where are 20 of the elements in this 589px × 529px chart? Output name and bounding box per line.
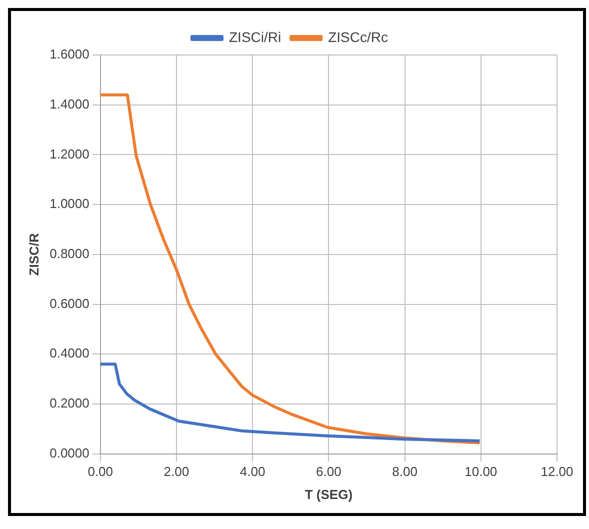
y-tick-label: 0.2000 <box>50 396 90 411</box>
x-tick-label: 6.00 <box>316 464 342 480</box>
y-tick-label: 0.4000 <box>50 346 90 361</box>
x-tick-label: 4.00 <box>240 464 266 480</box>
x-tick-label: 2.00 <box>164 464 190 480</box>
x-tick-label: 0.00 <box>88 464 114 480</box>
x-tick-label: 8.00 <box>392 464 418 480</box>
x-tick-label: 10.00 <box>464 464 498 480</box>
y-tick-label: 1.2000 <box>50 146 90 162</box>
y-tick-label: 0.0000 <box>50 445 90 460</box>
legend-label: ZISCi/Ri <box>229 28 282 45</box>
y-tick-label: 1.6000 <box>50 46 90 62</box>
y-tick-label: 1.4000 <box>50 96 90 112</box>
x-axis-title: T (SEG) <box>304 486 353 502</box>
y-tick-label: 0.8000 <box>50 246 90 261</box>
y-tick-label: 0.6000 <box>50 296 90 311</box>
legend-label: ZISCc/Rc <box>328 28 388 45</box>
x-tick-label: 12.00 <box>540 464 574 480</box>
y-tick-label: 1.0000 <box>50 196 90 212</box>
y-axis-title: ZISC/R <box>26 232 42 276</box>
